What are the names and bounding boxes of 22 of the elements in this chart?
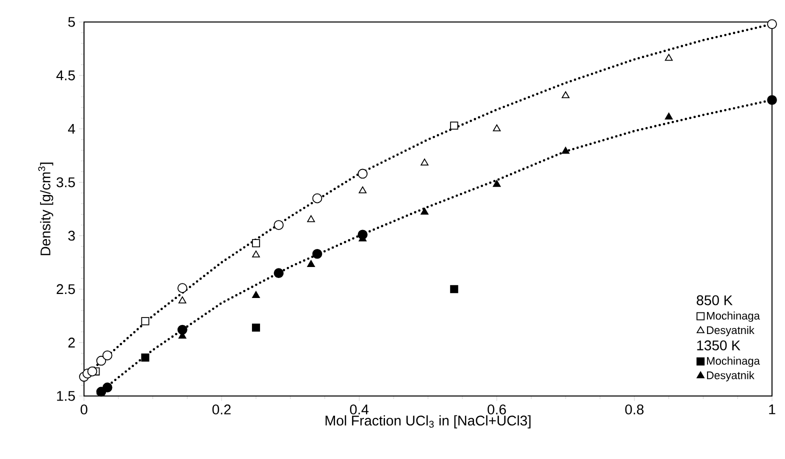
legend-label: Mochinaga — [707, 312, 760, 322]
y-tick-label: 2.5 — [56, 284, 75, 294]
x-tick-label: 0.4 — [350, 404, 369, 414]
x-tick-label: 1 — [769, 404, 776, 414]
x-tick-label: 0.6 — [488, 404, 506, 414]
y-tick-label: 3.5 — [56, 177, 75, 188]
y-axis-title: Density [g/cm$^{3}$] — [38, 162, 54, 256]
x-tick-label: 0 — [80, 404, 88, 414]
x-tick-label: 0.2 — [212, 404, 231, 414]
legend-label: Mochinaga — [707, 356, 760, 367]
y-tick-label: 1.5 — [57, 391, 75, 401]
y-tick-label: 4.5 — [56, 70, 75, 80]
y-tick-label: 2 — [68, 338, 75, 348]
annotation: 850 K — [696, 295, 733, 306]
x-axis-title: Mol Fraction UCl$_{3}$ in [NaCl+UCl3] — [326, 415, 530, 428]
y-tick-label: 5 — [68, 17, 75, 27]
y-tick-label: 4 — [68, 124, 76, 134]
x-tick-label: 0.8 — [625, 404, 644, 414]
legend-label: Desyatnik — [707, 371, 754, 382]
annotation: 1350 K — [697, 340, 740, 350]
y-tick-label: 3 — [68, 230, 75, 241]
legend-label: Desyatnik — [707, 326, 754, 336]
